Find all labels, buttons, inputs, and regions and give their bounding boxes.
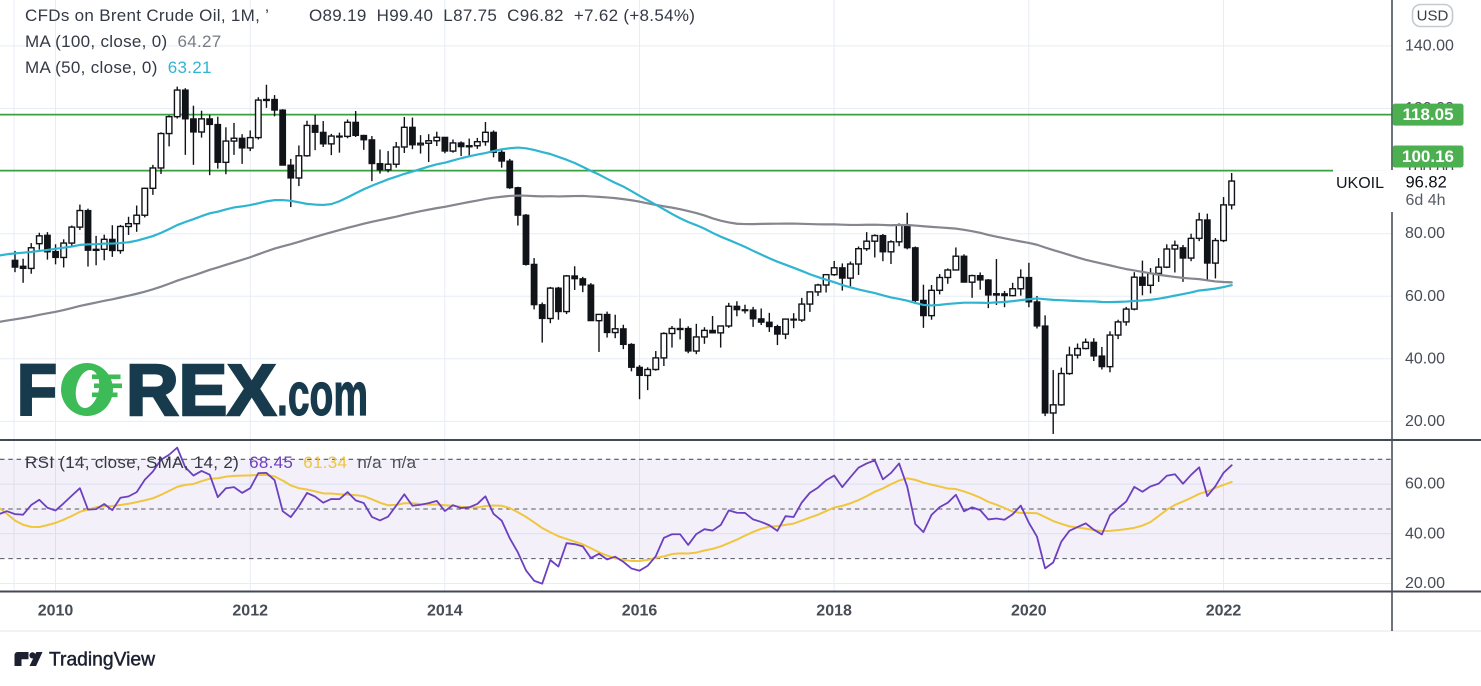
svg-text:6d 4h: 6d 4h — [1406, 192, 1446, 209]
svg-text:2018: 2018 — [816, 603, 852, 620]
svg-text:2010: 2010 — [38, 603, 74, 620]
svg-text:60.00: 60.00 — [1405, 288, 1445, 305]
svg-text:60.00: 60.00 — [1405, 476, 1445, 493]
svg-text:2016: 2016 — [622, 603, 658, 620]
svg-text:REX: REX — [126, 351, 276, 431]
svg-text:140.00: 140.00 — [1405, 37, 1454, 54]
svg-text:40.00: 40.00 — [1405, 350, 1445, 367]
svg-text:UKOIL: UKOIL — [1336, 175, 1384, 192]
svg-text:20.00: 20.00 — [1405, 575, 1445, 592]
svg-text:2012: 2012 — [232, 603, 268, 620]
svg-text:100.16: 100.16 — [1402, 147, 1454, 166]
svg-text:118.05: 118.05 — [1402, 105, 1453, 124]
svg-text:80.00: 80.00 — [1405, 225, 1445, 242]
svg-text:2020: 2020 — [1011, 603, 1047, 620]
svg-text:2022: 2022 — [1206, 603, 1242, 620]
svg-text:96.82: 96.82 — [1406, 174, 1447, 192]
svg-text:2014: 2014 — [427, 603, 463, 620]
svg-text:40.00: 40.00 — [1405, 525, 1445, 542]
svg-text:.com: .com — [277, 361, 368, 428]
svg-text:USD: USD — [1417, 8, 1449, 25]
svg-text:20.00: 20.00 — [1405, 413, 1445, 430]
svg-text:F: F — [17, 351, 57, 431]
svg-text:TradingView: TradingView — [49, 650, 155, 671]
